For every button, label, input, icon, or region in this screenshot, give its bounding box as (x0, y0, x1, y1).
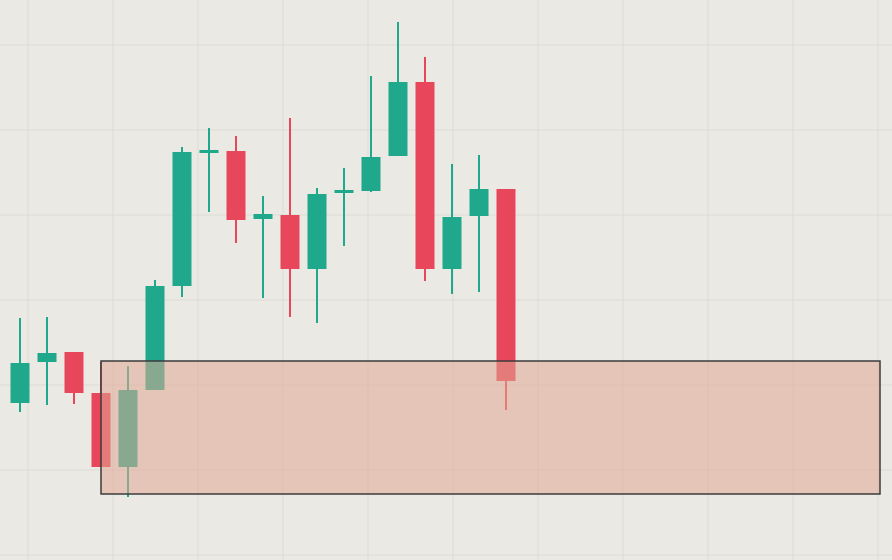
candle-body (37, 353, 57, 362)
candle-body (307, 194, 327, 269)
candle-body (334, 190, 354, 193)
candle-body (10, 363, 30, 403)
candle-body (496, 189, 516, 381)
candle-body (253, 214, 273, 219)
candle-body (469, 189, 489, 216)
candle-body (442, 217, 462, 269)
candle-body (280, 215, 300, 269)
candle-body (64, 352, 84, 393)
candle-body (361, 157, 381, 191)
candle-body (172, 152, 192, 286)
zone (100, 360, 881, 495)
candle-body (415, 82, 435, 269)
candle-body (199, 150, 219, 153)
candle-body (388, 82, 408, 156)
candle-body (226, 151, 246, 220)
